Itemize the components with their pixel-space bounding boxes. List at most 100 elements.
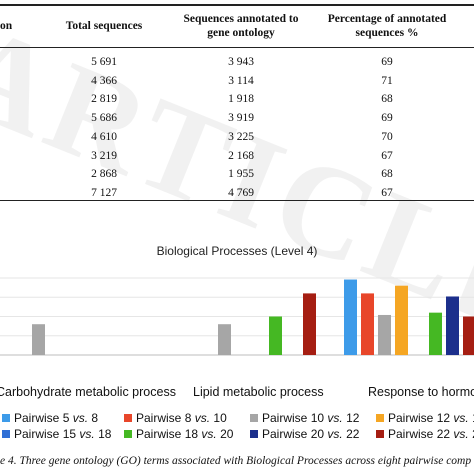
legend-swatch <box>250 414 258 422</box>
table-header-rule <box>0 47 474 48</box>
col-header-annotated: Sequences annotated to gene ontology <box>166 12 316 40</box>
legend-label-part: Pairwise <box>262 427 311 441</box>
chart-title: Biological Processes (Level 4) <box>156 244 318 258</box>
legend-label-part: vs. <box>79 427 95 441</box>
legend-item: Pairwise 20 vs. 22 <box>250 427 359 441</box>
bar <box>303 293 316 355</box>
cell-annotated: 1 955 <box>228 168 254 181</box>
table-bottom-rule <box>0 200 474 202</box>
bar <box>446 296 459 355</box>
figure-caption: e 4. Three gene ontology (GO) terms asso… <box>0 455 472 467</box>
cell-percent: 71 <box>381 74 393 87</box>
legend-label-part: Pairwise <box>262 411 311 425</box>
cell-total: 5 686 <box>91 112 117 125</box>
legend-label-part: 22 <box>436 427 451 441</box>
cell-total: 7 127 <box>91 186 117 199</box>
cell-percent: 68 <box>381 168 393 181</box>
bar <box>429 312 442 355</box>
legend-label-part: Pairwise <box>388 411 437 425</box>
col-header-annotated-line1: Sequences annotated to <box>183 13 299 25</box>
legend-label-part: 18 <box>98 427 112 441</box>
cell-total: 4 610 <box>91 130 117 143</box>
legend-label-part: 20 <box>310 427 325 441</box>
legend-label-part: 18 <box>184 427 199 441</box>
legend-label-part: 10 <box>310 411 325 425</box>
cell-total: 5 691 <box>91 56 117 68</box>
legend-label-part: 8 <box>91 411 99 425</box>
cell-annotated: 1 918 <box>228 93 254 106</box>
cell-annotated: 3 225 <box>228 130 254 143</box>
legend-label-part: 8 <box>184 411 192 425</box>
cell-annotated: 3 919 <box>228 112 254 125</box>
legend-item: Pairwise 5 vs. 8 <box>2 411 98 425</box>
table-top-rule <box>0 4 474 6</box>
cell-total: 4 366 <box>91 74 117 87</box>
bar <box>32 324 45 355</box>
legend-label-part: vs. <box>327 411 343 425</box>
cell-percent: 70 <box>381 130 393 143</box>
col-header-percent-line2: sequences % <box>355 27 419 39</box>
cell-percent: 68 <box>381 93 393 106</box>
legend-label-part: 20 <box>220 427 234 441</box>
cell-annotated: 3 114 <box>228 74 254 87</box>
legend-label-part: Pairwise <box>136 411 185 425</box>
legend-label-part: vs. <box>453 427 469 441</box>
legend-swatch <box>124 430 132 438</box>
x-tick-label: Response to hormo <box>368 385 474 399</box>
col-header-annotated-line2: gene ontology <box>207 27 275 39</box>
bar <box>378 314 391 355</box>
bar <box>361 293 374 355</box>
cell-percent: 67 <box>381 186 393 199</box>
legend-label-part: 5 <box>62 411 70 425</box>
legend-label-part: Pairwise <box>14 411 63 425</box>
cell-percent: 67 <box>381 149 393 162</box>
legend-item: Pairwise 10 vs. 12 <box>250 411 359 425</box>
col-header-percent: Percentage of annotated sequences % <box>312 12 462 40</box>
legend-label-part: vs. <box>453 411 469 425</box>
legend-item: Pairwise 15 vs. 18 <box>2 427 111 441</box>
legend-label-part: vs. <box>194 411 211 425</box>
cell-percent: 69 <box>381 112 393 125</box>
legend-label-part: 12 <box>436 411 451 425</box>
legend-label-part: 15 <box>62 427 77 441</box>
legend-swatch <box>124 414 132 422</box>
chart-bars <box>32 279 474 355</box>
legend-swatch <box>2 414 10 422</box>
cell-annotated: 2 168 <box>228 149 254 162</box>
cell-annotated: 3 943 <box>228 56 254 68</box>
cell-total: 3 219 <box>91 149 117 162</box>
x-tick-label: Lipid metabolic process <box>193 385 324 399</box>
legend-label-part: 1 <box>472 411 474 425</box>
bar <box>218 324 231 355</box>
legend-label-part: vs. <box>72 411 89 425</box>
chart-svg <box>0 277 474 356</box>
legend-label-part: 12 <box>346 411 360 425</box>
legend-label-part: 2 <box>472 427 474 441</box>
legend-item: Pairwise 22 vs. 2 <box>376 427 474 441</box>
legend-swatch <box>250 430 258 438</box>
legend-label-part: vs. <box>327 427 343 441</box>
bar <box>395 285 408 355</box>
legend-label-part: Pairwise <box>136 427 185 441</box>
legend-label-part: vs. <box>201 427 217 441</box>
legend-label-part: 10 <box>213 411 227 425</box>
legend-swatch <box>376 430 384 438</box>
cell-percent: 69 <box>381 56 393 68</box>
legend-item: Pairwise 12 vs. 1 <box>376 411 474 425</box>
cell-annotated: 4 769 <box>228 186 254 199</box>
legend-label-part: Pairwise <box>388 427 437 441</box>
legend-label-part: Pairwise <box>14 427 63 441</box>
col-header-percent-line1: Percentage of annotated <box>327 13 447 25</box>
cell-total: 2 868 <box>91 168 117 181</box>
bar <box>269 316 282 355</box>
col-header-total: Total sequences <box>65 20 143 32</box>
col-header-1: on <box>0 20 13 32</box>
bar <box>344 279 357 355</box>
legend-label-part: 22 <box>346 427 360 441</box>
legend-swatch <box>2 430 10 438</box>
bar <box>463 316 474 355</box>
legend-swatch <box>376 414 384 422</box>
x-tick-label: Carbohydrate metabolic process <box>0 385 176 399</box>
legend-item: Pairwise 18 vs. 20 <box>124 427 233 441</box>
cell-total: 2 819 <box>91 93 117 106</box>
